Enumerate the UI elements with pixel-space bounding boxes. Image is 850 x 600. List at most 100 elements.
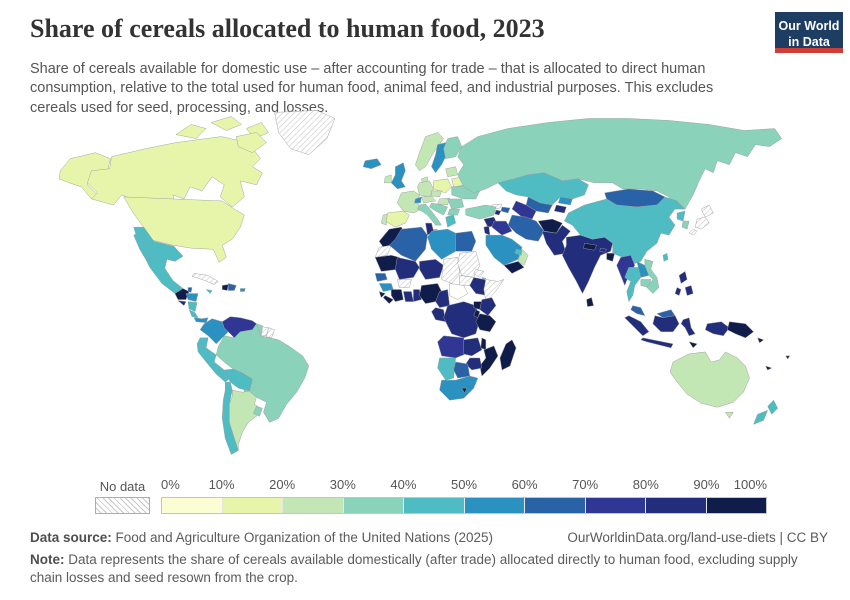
country-namibia[interactable] <box>437 357 456 381</box>
country-costa-rica[interactable] <box>188 309 199 318</box>
country-philippines-palawan[interactable] <box>674 287 682 296</box>
country-tajikistan[interactable] <box>554 204 567 214</box>
country-mozambique[interactable] <box>479 345 499 377</box>
country-japan-kyushu[interactable] <box>688 228 698 236</box>
country-congo[interactable] <box>431 307 446 322</box>
country-south-africa[interactable] <box>439 375 479 401</box>
country-ivory-coast[interactable] <box>391 289 404 302</box>
country-eritrea[interactable] <box>473 269 485 278</box>
country-haiti[interactable] <box>221 284 229 291</box>
country-russia[interactable] <box>457 118 782 210</box>
country-niger[interactable] <box>419 259 444 280</box>
country-canada-baffin[interactable] <box>236 132 267 153</box>
country-norway[interactable] <box>415 132 444 172</box>
country-angola[interactable] <box>437 335 466 359</box>
country-baltics[interactable] <box>445 166 458 178</box>
country-australia-tasmania[interactable] <box>725 412 734 419</box>
country-zimbabwe[interactable] <box>465 357 483 371</box>
country-panama[interactable] <box>193 317 209 323</box>
country-central-african-republic[interactable] <box>449 283 468 300</box>
country-portugal[interactable] <box>380 213 388 226</box>
country-solomon-islands[interactable] <box>757 337 764 344</box>
country-cuba[interactable] <box>191 273 219 285</box>
country-balkans[interactable] <box>429 202 448 216</box>
country-germany[interactable] <box>417 180 434 198</box>
country-bulgaria[interactable] <box>447 208 460 216</box>
country-ireland[interactable] <box>384 174 392 184</box>
country-azerbaijan[interactable] <box>500 206 511 214</box>
no-data-swatch[interactable] <box>95 497 150 514</box>
country-finland[interactable] <box>443 136 462 159</box>
country-china[interactable] <box>564 196 686 266</box>
country-italy[interactable] <box>417 203 442 226</box>
country-japan-honshu[interactable] <box>694 216 710 230</box>
country-papua-new-guinea[interactable] <box>727 321 754 339</box>
legend-segment[interactable] <box>404 498 465 513</box>
country-burkina-faso[interactable] <box>397 279 412 288</box>
country-senegal[interactable] <box>374 273 388 282</box>
country-mali[interactable] <box>395 257 420 280</box>
country-turkey[interactable] <box>465 204 497 220</box>
country-belize[interactable] <box>187 287 193 293</box>
country-kenya[interactable] <box>479 297 497 316</box>
legend-segment[interactable] <box>646 498 707 513</box>
country-indonesia-papua[interactable] <box>704 321 730 337</box>
country-canada[interactable] <box>87 136 263 212</box>
legend-segment[interactable] <box>585 498 646 513</box>
country-jordan[interactable] <box>483 225 491 236</box>
country-iceland[interactable] <box>362 158 382 169</box>
country-western-sahara[interactable] <box>374 245 392 258</box>
country-bangladesh[interactable] <box>606 253 615 262</box>
country-mexico[interactable] <box>133 226 184 294</box>
country-laos[interactable] <box>636 261 650 278</box>
country-poland[interactable] <box>433 178 452 194</box>
country-switzerland[interactable] <box>414 196 422 204</box>
country-saudi-arabia[interactable] <box>485 234 523 266</box>
legend-segment[interactable] <box>222 498 283 513</box>
country-thailand[interactable] <box>624 267 642 302</box>
country-pakistan[interactable] <box>541 224 571 256</box>
country-nicaragua[interactable] <box>187 301 198 312</box>
country-canada-island1[interactable] <box>175 124 207 139</box>
country-colombia[interactable] <box>199 318 229 345</box>
legend-segment[interactable] <box>162 498 223 513</box>
country-kazakhstan[interactable] <box>497 172 589 206</box>
country-greece[interactable] <box>445 214 456 228</box>
country-indonesia-sulawesi[interactable] <box>680 317 696 337</box>
country-spain[interactable] <box>385 210 410 228</box>
country-turkmenistan[interactable] <box>511 200 537 220</box>
country-new-zealand-south[interactable] <box>753 410 768 425</box>
country-japan-hokkaido[interactable] <box>700 204 714 218</box>
country-mexico-baja[interactable] <box>133 232 151 260</box>
country-sri-lanka[interactable] <box>586 297 594 307</box>
country-tanzania[interactable] <box>475 313 497 333</box>
country-indonesia-java[interactable] <box>640 337 674 349</box>
country-czechia[interactable] <box>431 190 442 198</box>
country-australia[interactable] <box>669 351 750 408</box>
country-myanmar[interactable] <box>616 255 636 286</box>
country-egypt[interactable] <box>455 230 477 252</box>
country-hungary[interactable] <box>437 197 450 206</box>
country-uae[interactable] <box>514 249 523 256</box>
country-drc[interactable] <box>443 301 481 339</box>
country-canada-island2[interactable] <box>210 116 242 131</box>
country-timor[interactable] <box>688 341 698 349</box>
country-taiwan[interactable] <box>662 253 669 262</box>
country-armenia[interactable] <box>494 209 502 216</box>
country-nepal[interactable] <box>583 243 597 251</box>
legend-segment[interactable] <box>706 498 766 513</box>
country-iraq[interactable] <box>491 220 513 236</box>
country-zambia[interactable] <box>463 337 483 357</box>
legend-segment[interactable] <box>464 498 525 513</box>
country-malaysia-peninsula[interactable] <box>630 305 646 316</box>
country-liberia[interactable] <box>382 295 394 304</box>
country-sierra-leone[interactable] <box>378 291 386 298</box>
country-iran[interactable] <box>507 214 545 242</box>
country-chile[interactable] <box>221 381 239 455</box>
country-uruguay[interactable] <box>253 406 263 417</box>
country-fiji[interactable] <box>785 355 790 360</box>
country-libya[interactable] <box>427 228 456 260</box>
country-madagascar[interactable] <box>499 339 517 371</box>
country-romania[interactable] <box>447 198 464 210</box>
country-bhutan[interactable] <box>599 248 607 253</box>
